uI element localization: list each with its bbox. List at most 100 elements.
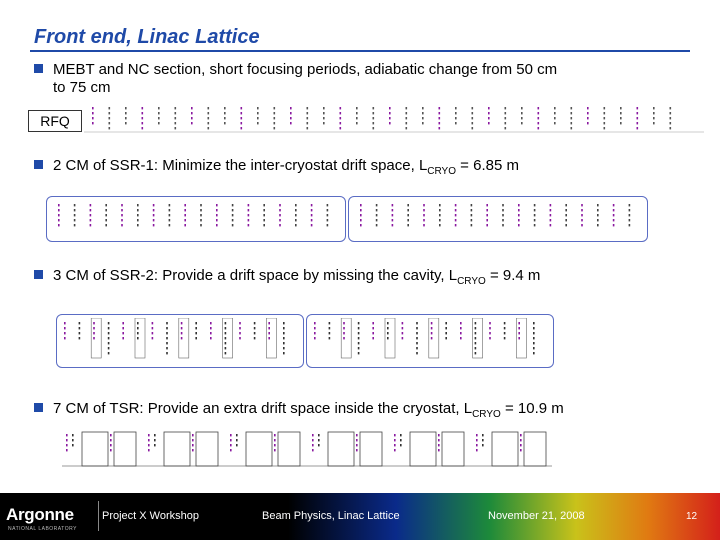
- lattice-element-label: [66, 434, 68, 452]
- lattice-element-label: [549, 204, 552, 227]
- lattice-element-label: [423, 204, 425, 227]
- lattice-element-label: [533, 322, 535, 355]
- lattice-element-label: [310, 204, 313, 227]
- lattice-element-label: [152, 204, 155, 227]
- argonne-logo: Argonne: [6, 505, 74, 524]
- lattice-element-label: [200, 204, 202, 227]
- lattice-element-box: [472, 318, 483, 359]
- lattice-element-label: [257, 107, 259, 125]
- lattice-element-label: [137, 322, 139, 340]
- lattice-element-box: [163, 431, 191, 467]
- lattice-element-label: [518, 204, 520, 227]
- lattice-element-label: [78, 322, 81, 340]
- lattice-element-box: [134, 318, 146, 359]
- bullet-text: MEBT and NC section, short focusing peri…: [53, 61, 558, 78]
- lattice-element-label: [394, 434, 396, 452]
- lattice-element-label: [191, 107, 193, 125]
- lattice-element-label: [216, 204, 218, 227]
- bullet-value: = 9.4 m: [485, 267, 541, 284]
- lattice-element-label: [166, 322, 168, 355]
- lattice-element-label: [372, 322, 374, 340]
- lattice-element-label: [416, 322, 418, 355]
- lattice-element-label: [454, 204, 457, 227]
- lattice-element-label: [570, 107, 573, 130]
- lattice-element-label: [247, 204, 250, 227]
- lattice-element-label: [471, 107, 474, 130]
- lattice-element-label: [312, 434, 314, 452]
- lattice-element-label: [636, 107, 639, 130]
- lattice-element-label: [290, 107, 292, 125]
- lattice-element-label: [323, 107, 325, 125]
- lattice-element-label: [482, 434, 484, 447]
- lattice-element-label: [375, 204, 378, 227]
- lattice-element-label: [231, 204, 234, 227]
- bullet-value: = 6.85 m: [456, 157, 519, 174]
- cryostat-ssr2-1: [56, 314, 304, 368]
- lattice-element-label: [502, 204, 504, 227]
- lattice-element-label: [195, 322, 197, 340]
- lattice-element-box: [441, 431, 465, 467]
- lattice-element-label: [389, 107, 391, 125]
- lattice-element-label: [612, 204, 615, 227]
- lattice-element-label: [224, 322, 227, 355]
- lattice-element-label: [488, 107, 490, 125]
- lattice-element-box: [340, 318, 352, 359]
- lattice-element-label: [72, 434, 74, 447]
- lattice-mebt-nc: [84, 107, 704, 133]
- lattice-element-label: [486, 204, 488, 227]
- lattice-element-label: [122, 322, 124, 340]
- lattice-element-box: [113, 431, 137, 467]
- bullet-square-icon: [34, 403, 43, 412]
- lattice-element-label: [89, 204, 92, 227]
- lattice-element-label: [184, 204, 186, 227]
- argonne-logo-subtitle: NATIONAL LABORATORY: [8, 526, 77, 532]
- lattice-element-label: [565, 204, 567, 227]
- bullet-square-icon: [34, 270, 43, 279]
- lattice-element-box: [277, 431, 301, 467]
- lattice-element-label: [438, 107, 441, 130]
- bullet-value: = 10.9 m: [500, 400, 564, 417]
- lattice-element-label: [554, 107, 556, 125]
- lattice-element-label: [192, 434, 194, 452]
- lattice-element-label: [230, 434, 232, 452]
- lattice-element-label: [587, 107, 589, 125]
- lattice-element-label: [504, 107, 507, 130]
- lattice-element-label: [240, 107, 243, 130]
- lattice-element-label: [597, 204, 599, 227]
- lattice-element-label: [314, 322, 316, 340]
- lattice-element-label: [274, 434, 276, 452]
- lattice-element-label: [107, 322, 110, 355]
- lattice-element-label: [518, 322, 520, 340]
- lattice-element-label: [141, 107, 144, 130]
- lattice-element-label: [224, 107, 226, 125]
- lattice-element-label: [343, 322, 345, 340]
- bullet-text: 3 CM of SSR-2: Provide a drift space by …: [53, 267, 458, 284]
- lattice-element-label: [653, 107, 655, 125]
- lattice-element-label: [279, 204, 281, 227]
- lattice-element-label: [263, 204, 265, 227]
- lattice-element-label: [148, 434, 150, 452]
- lattice-element-label: [476, 434, 478, 452]
- lattice-element-label: [73, 204, 76, 227]
- lattice-element-label: [174, 107, 177, 130]
- lattice-element-box: [359, 431, 383, 467]
- lattice-element-label: [439, 204, 441, 227]
- lattice-element-box: [409, 431, 437, 467]
- lattice-element-label: [357, 322, 360, 355]
- bullet-ssr1: 2 CM of SSR-1: Minimize the inter-cryost…: [34, 157, 694, 181]
- lattice-element-label: [306, 107, 309, 130]
- lattice-element-label: [151, 322, 154, 340]
- lattice-element-label: [158, 107, 160, 125]
- lattice-element-label: [489, 322, 491, 340]
- lattice-element-label: [356, 107, 358, 125]
- lattice-element-label: [537, 107, 540, 130]
- bullet-ssr2: 3 CM of SSR-2: Provide a drift space by …: [34, 267, 694, 291]
- lattice-element-box: [90, 318, 102, 359]
- lattice-element-label: [210, 322, 212, 340]
- bullet-text: 7 CM of TSR: Provide an extra drift spac…: [53, 400, 473, 417]
- lattice-element-label: [620, 107, 622, 125]
- lattice-element-label: [268, 322, 270, 340]
- bullet-square-icon: [34, 160, 43, 169]
- lattice-element-label: [295, 204, 297, 227]
- lattice-element-box: [327, 431, 355, 467]
